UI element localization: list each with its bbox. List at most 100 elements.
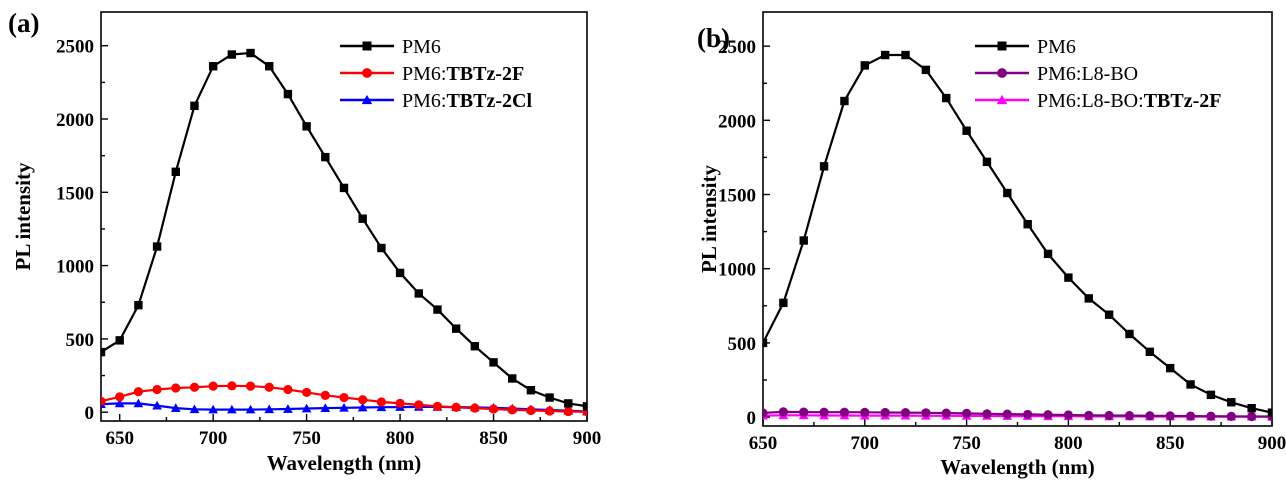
data-point — [1206, 390, 1216, 400]
data-point — [763, 408, 768, 418]
legend-label-prefix: PM6: — [402, 90, 446, 112]
data-point — [582, 402, 587, 411]
legend: PM6 PM6:L8-BO PM6:L8-BO:TBTz-2F — [975, 36, 1221, 112]
data-point — [433, 305, 442, 314]
data-point — [1226, 411, 1236, 421]
data-point — [839, 407, 850, 417]
plot-frame — [100, 11, 588, 422]
legend-label: PM6:TBTz-2Cl — [402, 90, 532, 112]
y-axis-title: PL intensity — [697, 165, 721, 273]
data-point — [526, 405, 536, 416]
legend-label: PM6:L8-BO:TBTz-2F — [1037, 90, 1221, 112]
data-point — [1145, 347, 1155, 357]
data-point — [799, 407, 809, 417]
data-point — [880, 50, 890, 60]
data-point — [320, 390, 330, 400]
data-point — [901, 50, 910, 60]
data-point — [358, 214, 367, 223]
data-point — [1186, 380, 1195, 389]
data-point — [170, 403, 181, 412]
x-tick-label: 700 — [851, 433, 880, 454]
data-point — [1002, 409, 1012, 419]
y-tick-label: 0 — [85, 403, 95, 424]
y-tick-label: 1000 — [56, 257, 94, 278]
data-point — [152, 400, 162, 410]
legend-marker — [997, 41, 1007, 51]
data-point — [1023, 219, 1032, 229]
x-axis-title: Wavelength (nm) — [267, 451, 422, 475]
y-tick-label: 2000 — [56, 110, 94, 131]
data-point — [377, 243, 386, 253]
x-tick-label: 800 — [386, 428, 415, 449]
data-point — [432, 401, 443, 411]
data-point — [982, 157, 992, 167]
data-point — [245, 381, 256, 391]
y-tick-label: 2500 — [718, 37, 756, 58]
data-point — [1023, 409, 1033, 420]
data-point — [1166, 363, 1175, 373]
data-point — [942, 93, 951, 103]
data-point — [860, 407, 870, 417]
data-point — [302, 122, 311, 131]
data-point — [395, 268, 405, 278]
legend-marker — [362, 41, 372, 51]
data-point — [227, 381, 237, 391]
data-point — [488, 404, 499, 414]
data-point — [133, 387, 143, 397]
data-point — [414, 289, 423, 298]
data-point — [1084, 294, 1093, 303]
data-point — [114, 398, 125, 408]
data-point — [1227, 398, 1236, 407]
legend-marker — [996, 94, 1008, 105]
legend-marker — [362, 68, 372, 78]
data-point — [320, 403, 331, 412]
data-point — [1247, 411, 1257, 422]
data-point — [1104, 310, 1114, 319]
data-point — [339, 183, 349, 193]
data-point — [189, 382, 200, 392]
data-point — [134, 300, 143, 310]
data-point — [208, 62, 218, 71]
data-point — [880, 407, 890, 418]
data-point — [451, 402, 461, 412]
data-point — [246, 48, 255, 58]
data-point — [152, 384, 162, 395]
data-point — [414, 400, 424, 410]
data-point — [265, 62, 274, 71]
data-point — [1064, 273, 1073, 282]
data-point — [778, 407, 788, 417]
data-point — [115, 392, 125, 402]
data-point — [489, 358, 498, 367]
data-point — [152, 242, 162, 251]
panel-b: 650 700 750 800 850 900 0 500 1000 1500 2000 2500 Wa… — [697, 11, 1286, 479]
data-point — [339, 402, 349, 412]
legend-label-bold: TBTz-2F — [1144, 90, 1222, 112]
data-point — [900, 408, 911, 418]
data-point — [283, 404, 293, 413]
x-tick-label: 650 — [105, 428, 134, 449]
data-point — [208, 381, 218, 391]
data-point — [1267, 408, 1272, 417]
data-point — [376, 402, 387, 412]
panel-a: 650 700 750 800 850 900 0 500 1000 1500 2000 2500 Wa… — [8, 8, 601, 475]
x-tick-label: 850 — [479, 428, 508, 449]
data-point — [921, 65, 931, 75]
data-point — [1043, 249, 1053, 259]
data-point — [171, 383, 181, 393]
data-point — [470, 342, 480, 351]
data-point — [1145, 411, 1155, 421]
data-point — [1125, 329, 1134, 339]
data-point — [1063, 410, 1073, 420]
data-point — [302, 387, 312, 398]
data-point — [1104, 410, 1114, 421]
data-point — [526, 386, 536, 395]
data-point — [545, 393, 554, 402]
data-point — [763, 338, 768, 348]
data-point — [1165, 411, 1175, 421]
data-point — [819, 407, 829, 417]
data-point — [208, 404, 218, 414]
y-tick-label: 2500 — [56, 37, 94, 58]
data-point — [1084, 410, 1094, 420]
